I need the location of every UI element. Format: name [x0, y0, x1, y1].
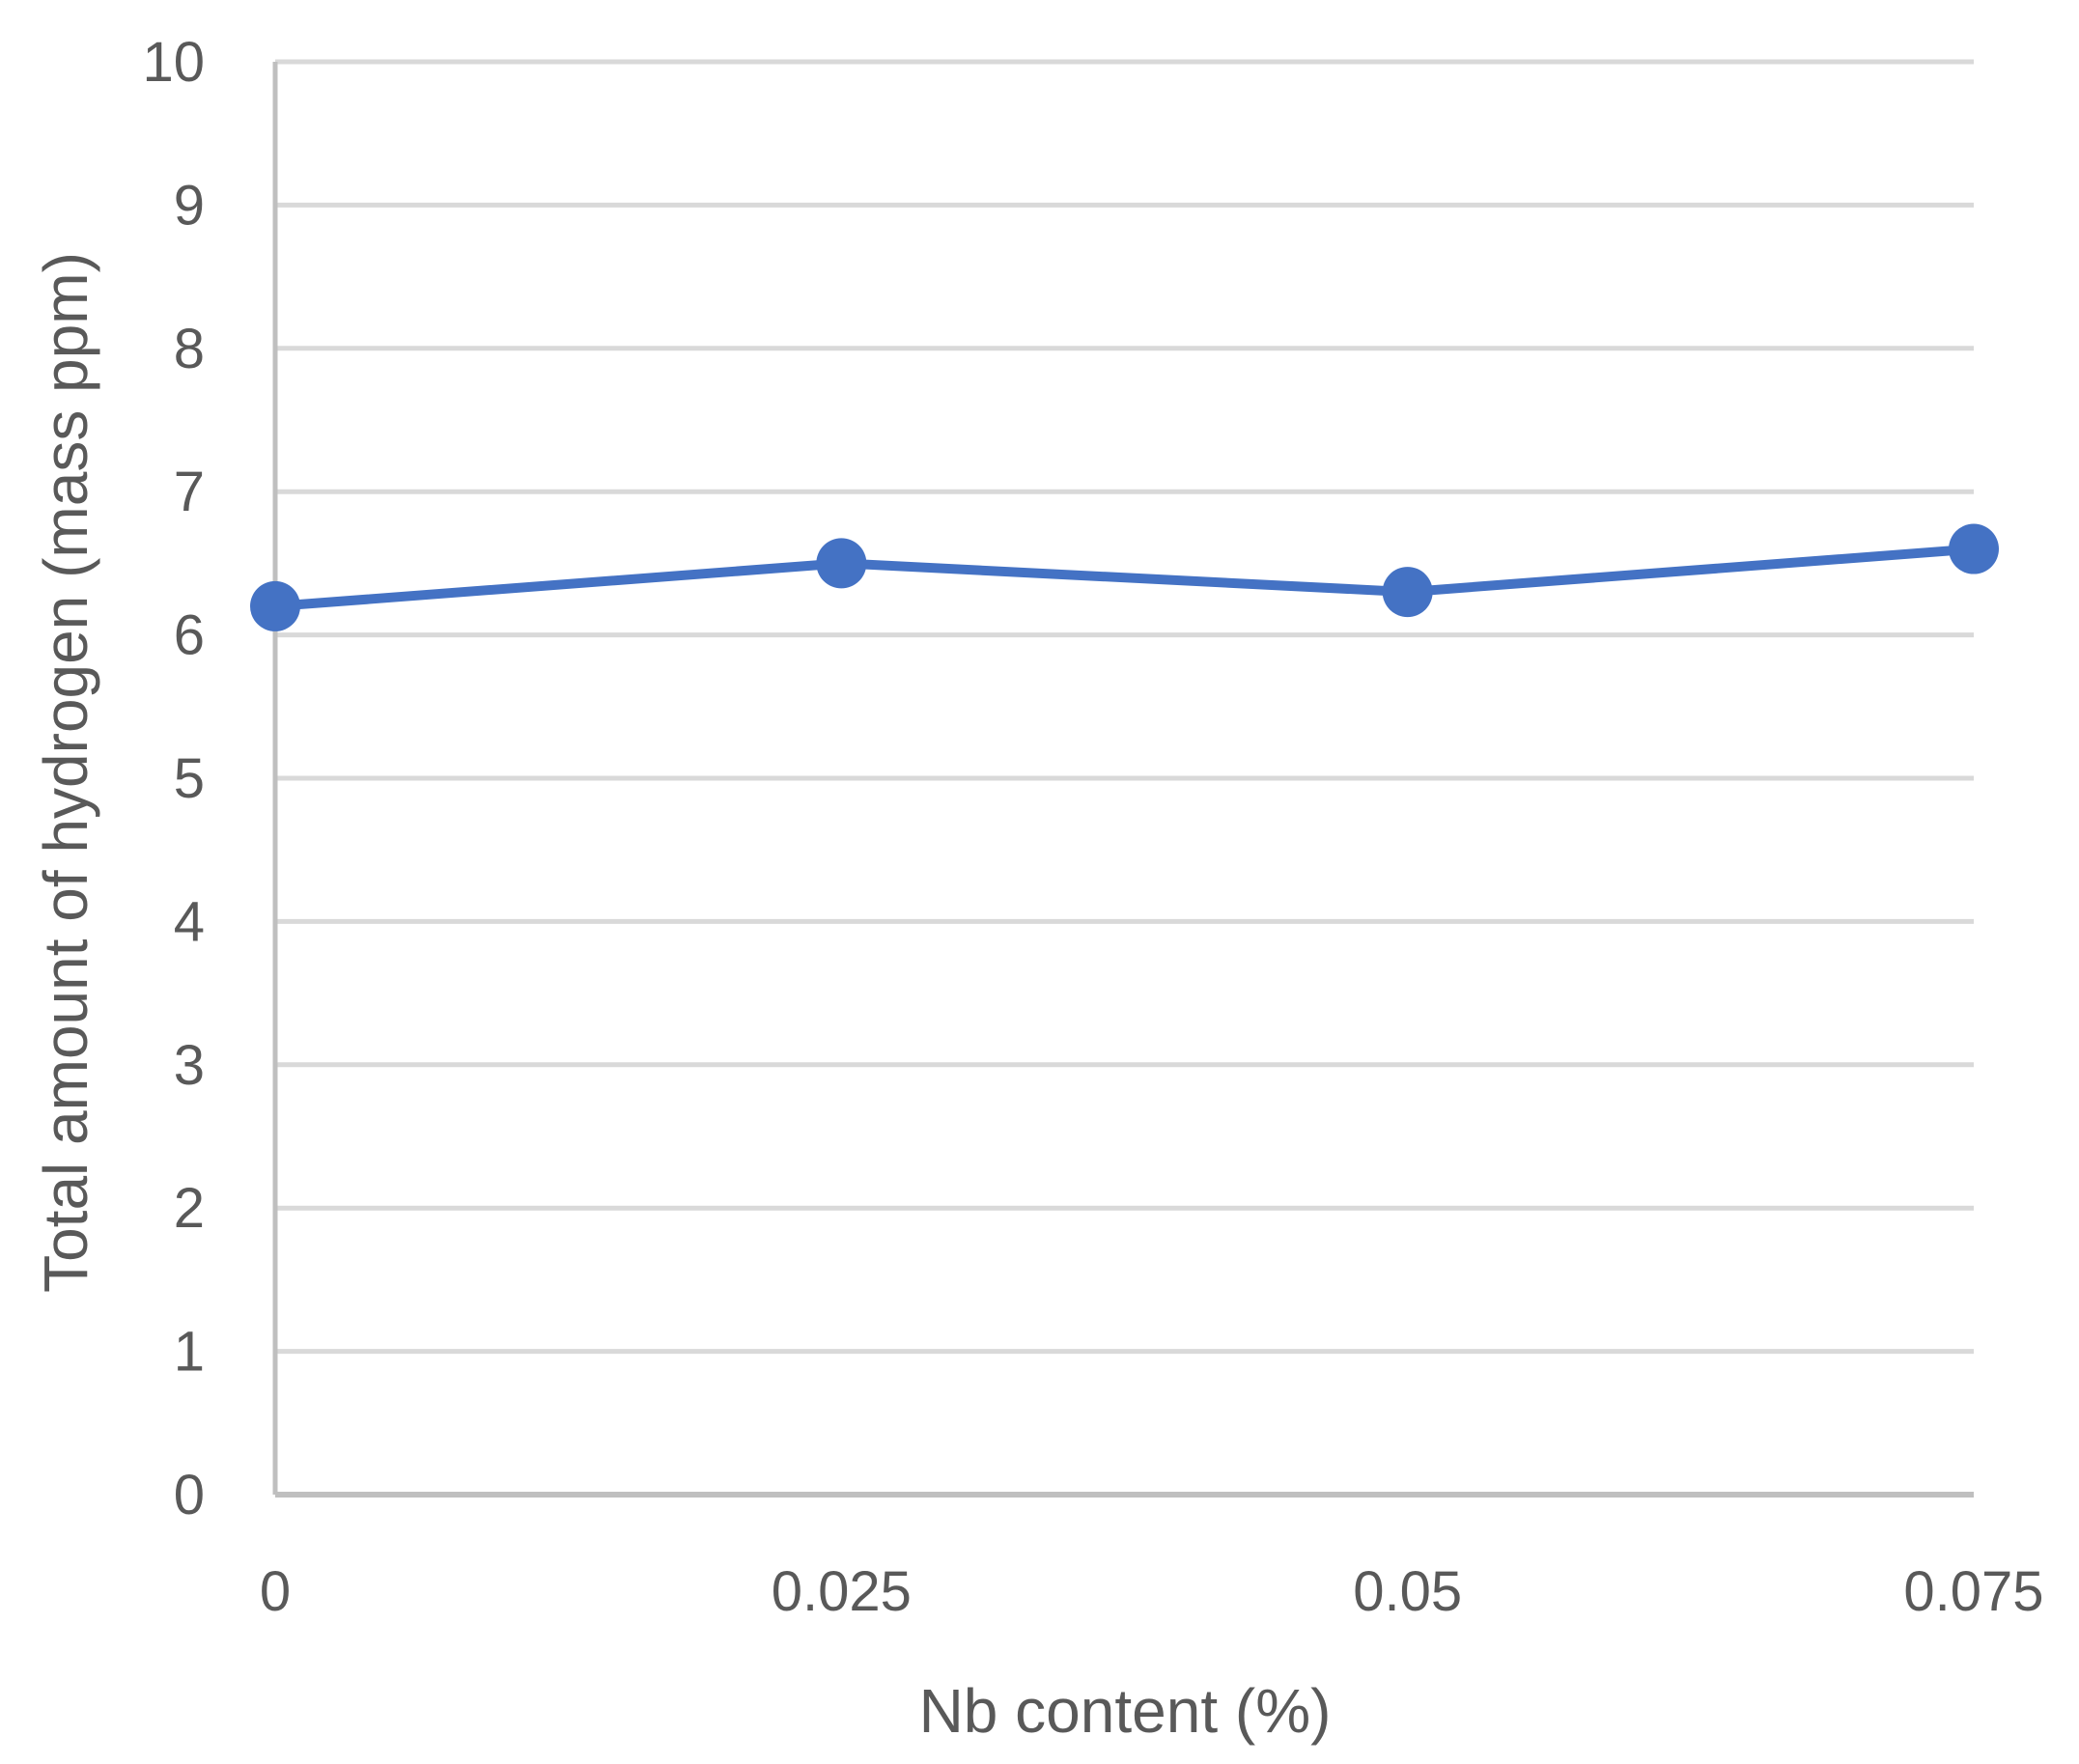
- x-tick-label: 0.025: [772, 1560, 912, 1623]
- x-tick-label: 0.05: [1353, 1560, 1462, 1623]
- y-tick-label: 4: [174, 890, 205, 953]
- x-axis-tick-labels: 0 0.025 0.05 0.075: [260, 1560, 2044, 1623]
- x-axis-title: Nb content (%): [919, 1676, 1332, 1746]
- data-point: [816, 538, 867, 589]
- y-tick-label: 7: [174, 461, 205, 523]
- data-series: [250, 523, 1999, 631]
- y-tick-label: 1: [174, 1321, 205, 1384]
- gridlines: [275, 59, 1974, 1355]
- data-point: [250, 580, 300, 631]
- series-line: [274, 544, 1975, 611]
- y-tick-label: 8: [174, 318, 205, 380]
- y-tick-label: 10: [142, 31, 205, 94]
- y-tick-label: 3: [174, 1034, 205, 1097]
- y-tick-label: 2: [174, 1177, 205, 1240]
- y-axis-tick-labels: 0 1 2 3 4 5 6 7 8 9 10: [142, 31, 205, 1526]
- y-tick-label: 0: [174, 1464, 205, 1526]
- y-tick-label: 6: [174, 604, 205, 667]
- data-point: [1382, 567, 1433, 618]
- y-axis-title: Total amount of hydrogen (mass ppm): [31, 252, 100, 1293]
- data-point: [1949, 523, 1999, 574]
- y-tick-label: 5: [174, 747, 205, 810]
- x-tick-label: 0: [260, 1560, 291, 1623]
- x-tick-label: 0.075: [1903, 1560, 2043, 1623]
- y-tick-label: 9: [174, 174, 205, 237]
- axes: [272, 62, 1974, 1498]
